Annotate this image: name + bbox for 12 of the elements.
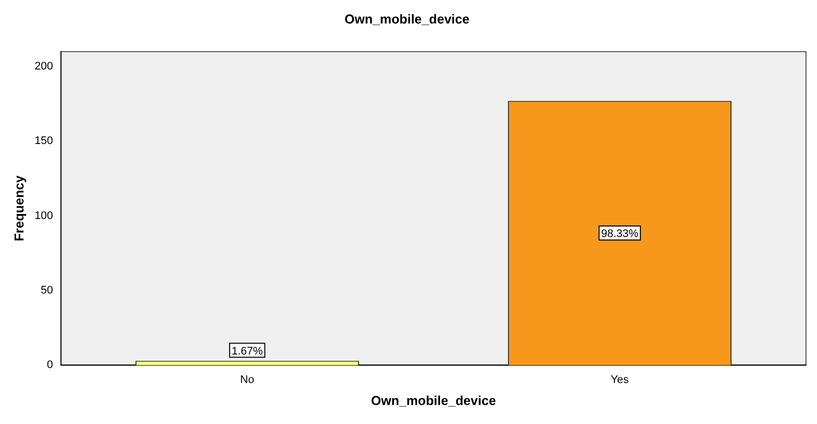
y-tick-label: 0 [46, 359, 53, 372]
y-tick-label: 200 [34, 60, 53, 73]
x-tick-label: No [240, 374, 254, 386]
y-tick-label: 100 [34, 210, 53, 222]
y-tick-label: 50 [40, 284, 53, 297]
x-axis-title: Own_mobile_device [370, 392, 496, 408]
annotation: 98.33% [601, 228, 639, 240]
y-axis-title: Frequency [11, 174, 26, 242]
chart-title: Own_mobile_device [344, 11, 470, 26]
annotation: 1.67% [232, 345, 264, 358]
y-tick-label: 150 [34, 135, 53, 148]
x-tick-label: Yes [610, 374, 630, 386]
